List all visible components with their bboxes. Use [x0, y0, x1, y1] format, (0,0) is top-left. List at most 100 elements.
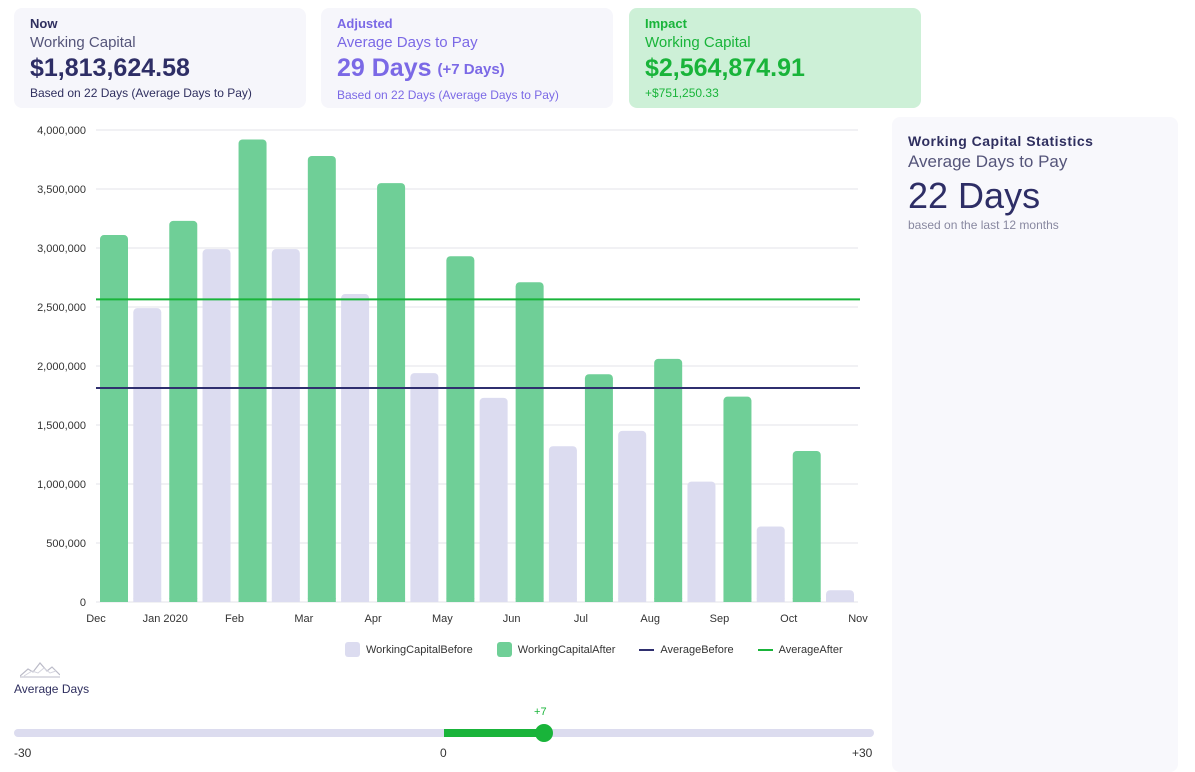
y-tick-label: 2,000,000: [37, 361, 86, 373]
x-tick-label: Nov: [848, 613, 868, 625]
legend-item-average-before[interactable]: AverageBefore: [639, 642, 734, 657]
bar-working-capital-before: [271, 249, 300, 602]
legend-label-before: WorkingCapitalBefore: [366, 643, 473, 656]
now-sub: Working Capital: [30, 34, 136, 51]
slider-zero-label: 0: [440, 746, 447, 760]
working-capital-statistics-panel: Working Capital Statistics Average Days …: [892, 117, 1178, 772]
bar-working-capital-after: [654, 358, 683, 602]
legend-line-average-after: [757, 648, 773, 651]
bar-working-capital-before-base: [548, 598, 577, 602]
adjusted-sub: Average Days to Pay: [337, 34, 478, 51]
bar-working-capital-after: [169, 220, 198, 603]
bar-working-capital-before-base: [271, 598, 300, 602]
slider-min-label: -30: [14, 746, 32, 760]
legend-swatch-before: [345, 642, 360, 657]
legend-item-before[interactable]: WorkingCapitalBefore: [345, 642, 473, 657]
chart-legend: WorkingCapitalBefore WorkingCapitalAfter…: [345, 642, 867, 657]
bar-working-capital-before: [202, 249, 231, 602]
impact-value: $2,564,874.91: [645, 54, 805, 82]
bar-working-capital-before: [133, 308, 162, 602]
working-capital-chart: 0 500,000 1,000,000 1,500,000 2,000,000 2,500…: [37, 125, 868, 625]
bar-working-capital-after-base: [100, 598, 128, 602]
bar-working-capital-before-base: [341, 598, 370, 602]
adjusted-value: 29 Days: [337, 54, 432, 82]
bar-working-capital-after-base: [792, 598, 821, 602]
bar-working-capital-before-base: [618, 598, 647, 602]
x-tick-label: Aug: [640, 613, 660, 625]
y-tick-label: 3,000,000: [37, 243, 86, 255]
adjusted-value-row: 29 Days (+7 Days): [337, 53, 597, 85]
y-tick-label: 1,500,000: [37, 420, 86, 432]
slider-max-label: +30: [852, 746, 873, 760]
bar-working-capital-before: [410, 373, 439, 602]
bar-working-capital-after: [238, 139, 267, 602]
slider-thumb[interactable]: [535, 724, 554, 742]
legend-label-average-before: AverageBefore: [660, 643, 734, 656]
stats-title: Working Capital Statistics: [908, 133, 1094, 149]
bar-working-capital-before: [479, 397, 508, 602]
y-tick-label: 0: [80, 597, 86, 609]
y-tick-label: 4,000,000: [37, 125, 86, 137]
y-tick-label: 1,000,000: [37, 479, 86, 491]
legend-line-average-before: [639, 648, 655, 651]
adjusted-delta: (+7 Days): [437, 61, 505, 78]
now-note: Based on 22 Days (Average Days to Pay): [30, 86, 252, 100]
now-value: $1,813,624.58: [30, 54, 190, 82]
adjusted-note: Based on 22 Days (Average Days to Pay): [337, 88, 559, 102]
bar-working-capital-after: [515, 282, 544, 602]
slider-fill: [444, 729, 545, 737]
impact-kicker: Impact: [645, 16, 687, 31]
bar-working-capital-after-base: [654, 598, 683, 602]
bar-working-capital-before-base: [133, 598, 162, 602]
y-tick-label: 500,000: [46, 538, 86, 550]
bar-working-capital-after-base: [723, 598, 752, 602]
mountain-chart-icon: [20, 662, 60, 678]
impact-note: +$751,250.33: [645, 86, 719, 100]
legend-label-average-after: AverageAfter: [778, 643, 843, 656]
bar-working-capital-before-base: [687, 598, 716, 602]
legend-swatch-after: [496, 642, 512, 657]
slider-value-label: +7: [534, 706, 547, 718]
bar-working-capital-after: [446, 256, 475, 602]
y-tick-label: 3,500,000: [37, 184, 86, 196]
bar-working-capital-after-base: [446, 598, 475, 602]
bar-working-capital-after-base: [169, 598, 198, 602]
bar-working-capital-before-base: [479, 598, 508, 602]
x-tick-label: Feb: [225, 613, 244, 625]
adjusted-card: Adjusted Average Days to Pay 29 Days (+7 …: [321, 8, 613, 108]
stats-subtitle: Average Days to Pay: [908, 152, 1068, 171]
adjusted-kicker: Adjusted: [337, 16, 393, 31]
stats-value: 22 Days: [908, 175, 1041, 216]
bar-working-capital-before: [687, 481, 716, 602]
legend-item-average-after[interactable]: AverageAfter: [757, 642, 843, 657]
x-tick-label: Jan 2020: [143, 613, 188, 625]
bar-working-capital-after: [100, 235, 128, 602]
x-tick-label: Jun: [503, 613, 521, 625]
legend-label-after: WorkingCapitalAfter: [517, 643, 616, 656]
x-tick-label: Sep: [710, 613, 730, 625]
bar-working-capital-before-base: [756, 598, 785, 602]
average-days-slider-section: Average Days +7 -30 0 +30: [14, 660, 876, 772]
impact-sub: Working Capital: [645, 34, 751, 51]
y-tick-label: 2,500,000: [37, 302, 86, 314]
bar-working-capital-after-base: [584, 598, 613, 602]
legend-item-after[interactable]: WorkingCapitalAfter: [496, 642, 616, 657]
x-tick-label: Jul: [574, 613, 588, 625]
bar-working-capital-after: [307, 155, 336, 602]
bar-working-capital-before: [618, 430, 647, 602]
bar-working-capital-before: [756, 526, 785, 602]
x-tick-label: May: [432, 613, 453, 625]
bar-working-capital-before-base: [410, 598, 439, 602]
x-tick-label: Oct: [780, 613, 797, 625]
average-days-label: Average Days: [14, 682, 90, 696]
bar-working-capital-before-base: [202, 598, 231, 602]
x-tick-label: Dec: [86, 613, 106, 625]
x-tick-label: Mar: [294, 613, 313, 625]
bar-working-capital-before: [548, 446, 577, 602]
bar-working-capital-before-base: [826, 598, 854, 602]
bar-working-capital-after-base: [515, 598, 544, 602]
bar-working-capital-after: [584, 374, 613, 602]
x-tick-label: Apr: [365, 613, 382, 625]
now-card: Now Working Capital $1,813,624.58 Based …: [14, 8, 306, 108]
impact-card: Impact Working Capital $2,564,874.91 +$7…: [629, 8, 921, 108]
